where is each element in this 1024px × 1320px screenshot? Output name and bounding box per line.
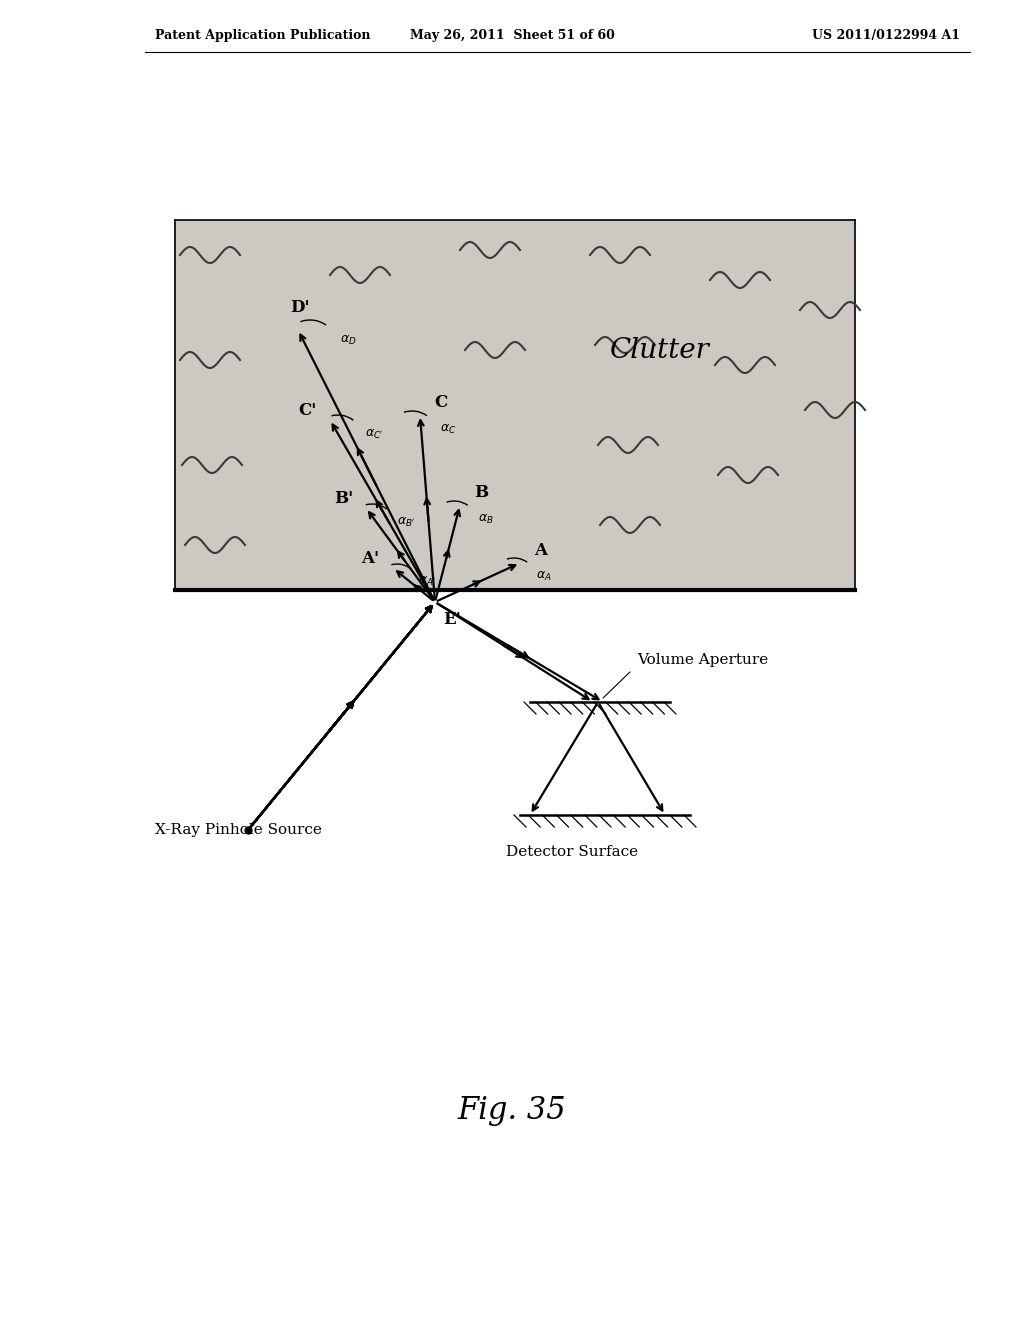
Text: $\alpha_C$: $\alpha_C$ bbox=[440, 422, 456, 436]
Text: Fig. 35: Fig. 35 bbox=[458, 1094, 566, 1126]
Text: C: C bbox=[434, 393, 447, 411]
Text: Clutter: Clutter bbox=[610, 337, 710, 363]
Text: B': B' bbox=[334, 490, 353, 507]
Text: C': C' bbox=[298, 403, 316, 418]
Text: $\alpha_B$: $\alpha_B$ bbox=[478, 512, 494, 525]
Text: $\alpha_{D}$: $\alpha_{D}$ bbox=[340, 334, 356, 347]
Text: Patent Application Publication: Patent Application Publication bbox=[155, 29, 371, 41]
Text: $\alpha_{C'}$: $\alpha_{C'}$ bbox=[365, 428, 383, 441]
Text: $\alpha_{A'}$: $\alpha_{A'}$ bbox=[418, 574, 436, 587]
Text: B: B bbox=[474, 484, 488, 502]
Text: $\alpha_{B'}$: $\alpha_{B'}$ bbox=[396, 515, 415, 528]
Text: E': E' bbox=[443, 611, 461, 628]
Text: $\alpha_A$: $\alpha_A$ bbox=[537, 569, 552, 582]
Text: D': D' bbox=[290, 300, 309, 315]
Text: May 26, 2011  Sheet 51 of 60: May 26, 2011 Sheet 51 of 60 bbox=[410, 29, 614, 41]
Bar bbox=[175, 220, 855, 590]
Text: Volume Aperture: Volume Aperture bbox=[637, 653, 768, 667]
Text: A': A' bbox=[361, 550, 379, 568]
Text: A: A bbox=[534, 543, 547, 558]
Text: Detector Surface: Detector Surface bbox=[506, 845, 638, 859]
Text: US 2011/0122994 A1: US 2011/0122994 A1 bbox=[812, 29, 961, 41]
Text: X-Ray Pinhole Source: X-Ray Pinhole Source bbox=[155, 822, 322, 837]
